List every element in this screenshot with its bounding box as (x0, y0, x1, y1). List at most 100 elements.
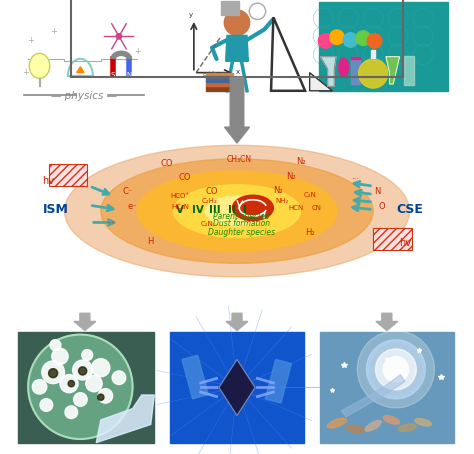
Circle shape (357, 331, 435, 408)
Circle shape (366, 340, 425, 399)
Text: hv: hv (399, 238, 411, 248)
Text: N₂: N₂ (296, 157, 305, 166)
Text: N: N (127, 72, 132, 78)
Circle shape (367, 34, 382, 48)
Text: C⁻: C⁻ (123, 187, 133, 196)
Ellipse shape (173, 185, 301, 237)
Text: y: y (189, 12, 193, 18)
Circle shape (375, 349, 416, 390)
Circle shape (359, 59, 388, 88)
Circle shape (60, 375, 78, 393)
Circle shape (40, 399, 53, 411)
Circle shape (50, 340, 61, 350)
Ellipse shape (346, 425, 365, 433)
Text: HCN: HCN (288, 205, 304, 211)
Bar (351, 57, 360, 59)
Text: Dust formation: Dust formation (213, 219, 270, 228)
Text: CSE: CSE (396, 203, 423, 216)
Bar (221, 1, 239, 15)
Bar (206, 82, 233, 86)
Circle shape (224, 10, 250, 35)
Ellipse shape (64, 145, 410, 277)
Text: N: N (374, 187, 381, 196)
Ellipse shape (205, 196, 269, 226)
Text: S: S (111, 72, 115, 78)
Polygon shape (226, 35, 248, 61)
Bar (206, 73, 233, 77)
Text: ...: ... (351, 172, 359, 181)
Ellipse shape (232, 195, 273, 221)
Circle shape (79, 367, 87, 375)
Circle shape (98, 389, 113, 403)
Bar (18, 332, 155, 443)
Text: N₂: N₂ (286, 172, 295, 181)
Polygon shape (386, 57, 400, 84)
Circle shape (28, 335, 133, 439)
FancyArrow shape (225, 77, 249, 143)
Text: IV: IV (192, 205, 204, 215)
FancyArrow shape (376, 313, 398, 331)
Text: — physics —: — physics — (51, 91, 117, 101)
Circle shape (73, 360, 92, 380)
Bar (371, 50, 375, 59)
Polygon shape (219, 360, 255, 416)
Ellipse shape (29, 53, 50, 78)
Text: CO: CO (160, 159, 173, 168)
Bar (404, 56, 414, 85)
Bar (319, 2, 448, 91)
Ellipse shape (365, 420, 381, 431)
Polygon shape (341, 375, 405, 417)
Text: +: + (134, 48, 141, 56)
Circle shape (65, 406, 78, 419)
Text: CH₃CN: CH₃CN (227, 155, 252, 164)
Text: C₂H₂: C₂H₂ (202, 197, 218, 204)
Circle shape (68, 380, 74, 387)
Ellipse shape (101, 159, 373, 263)
Ellipse shape (415, 419, 431, 426)
Polygon shape (96, 395, 155, 443)
Text: hv: hv (43, 176, 55, 186)
Bar (373, 228, 412, 250)
Text: H₂: H₂ (305, 228, 314, 237)
Text: CO: CO (206, 187, 219, 196)
Ellipse shape (398, 424, 416, 431)
Ellipse shape (327, 418, 346, 428)
Circle shape (343, 33, 358, 47)
Text: I: I (243, 205, 247, 215)
Text: +: + (22, 68, 29, 77)
Bar (49, 164, 87, 186)
Text: HCO⁺: HCO⁺ (171, 193, 190, 199)
Text: HC₃N: HC₃N (171, 203, 189, 210)
Text: +: + (27, 36, 34, 45)
Text: O: O (379, 202, 385, 211)
Text: NH₂: NH₂ (276, 197, 289, 204)
Text: C₂N: C₂N (201, 221, 214, 227)
Text: CO: CO (179, 173, 191, 183)
Circle shape (49, 369, 58, 378)
Circle shape (73, 393, 87, 406)
Bar (206, 85, 233, 91)
Ellipse shape (339, 58, 349, 76)
Circle shape (92, 359, 110, 377)
Text: III: III (210, 205, 221, 215)
Bar (170, 332, 304, 443)
Circle shape (52, 348, 68, 365)
Text: N₂: N₂ (273, 186, 283, 195)
Bar (319, 332, 454, 443)
Circle shape (329, 30, 344, 44)
Text: II: II (228, 205, 236, 215)
Circle shape (82, 350, 92, 360)
Text: V: V (176, 205, 184, 215)
Text: ...: ... (106, 216, 114, 225)
Bar (182, 355, 208, 399)
Circle shape (42, 361, 64, 384)
Text: Parent species: Parent species (213, 212, 270, 221)
Text: H: H (147, 237, 154, 246)
Circle shape (98, 394, 104, 400)
Text: Daughter species: Daughter species (208, 228, 275, 237)
Text: x: x (236, 69, 240, 75)
Circle shape (318, 34, 333, 48)
Text: a+b=c: a+b=c (203, 71, 227, 77)
Bar (351, 57, 360, 84)
Text: ISM: ISM (43, 203, 68, 216)
